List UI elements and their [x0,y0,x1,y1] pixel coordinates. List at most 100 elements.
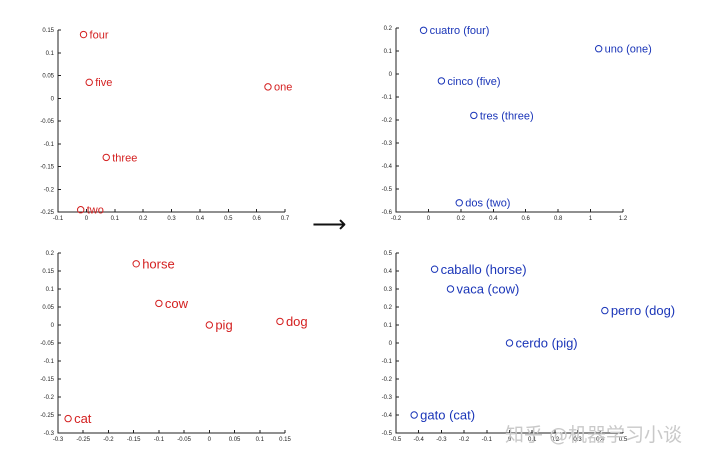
y-tick-label: -0.4 [382,164,393,170]
y-tick-label: -0.15 [40,165,54,171]
y-tick-label: 0 [389,341,393,347]
y-tick-label: -0.4 [382,413,393,419]
data-point [505,339,514,347]
x-tick-label: 0.2 [551,437,560,443]
axis-spines [57,253,285,434]
y-tick-label: -0.25 [40,210,54,216]
x-tick-label: -0.1 [154,437,165,443]
x-tick-label: -0.2 [103,437,114,443]
x-tick-label: 0.05 [229,437,241,443]
point-label: cat [74,411,92,426]
y-tick-label: 0.05 [42,74,54,80]
point-label: pig [215,318,232,333]
y-tick-label: -0.3 [44,431,55,437]
data-point [430,265,439,273]
y-tick-label: 0.15 [42,28,54,34]
point-label: cinco (five) [447,76,500,88]
y-tick-label: -0.15 [40,377,54,383]
x-tick-label: 0.7 [281,216,290,222]
x-tick-label: 0.5 [619,437,628,443]
data-point [205,321,214,329]
x-tick-label: 0.6 [522,216,531,222]
y-tick-label: 0.1 [384,49,393,55]
x-tick-label: 0 [508,437,512,443]
x-tick-label: 1 [589,216,593,222]
data-point [410,411,418,419]
x-tick-label: -0.5 [391,437,402,443]
y-tick-label: -0.6 [382,210,393,216]
y-tick-label: 0.4 [384,269,393,275]
y-tick-label: 0.05 [42,305,54,311]
y-tick-label: 0 [389,72,393,78]
x-tick-label: 0 [85,216,89,222]
x-tick-label: 0.1 [256,437,265,443]
x-tick-label: 0 [427,216,431,222]
data-point [470,111,478,120]
y-tick-label: -0.1 [44,142,55,148]
x-tick-label: 0.4 [489,216,498,222]
y-tick-label: 0.15 [42,269,54,275]
y-tick-label: 0.1 [46,51,55,57]
y-tick-label: 0.2 [384,305,393,311]
point-label: uno (one) [605,44,652,56]
data-point [446,285,455,293]
data-point [264,83,272,91]
x-tick-label: 0.4 [596,437,605,443]
x-tick-label: 0.2 [457,216,466,222]
point-label: dog [286,314,308,329]
point-label: perro (dog) [611,303,675,318]
data-point [601,306,609,315]
point-label: dos (two) [465,198,510,210]
data-point [455,199,463,207]
x-tick-label: -0.1 [53,216,64,222]
x-tick-label: 0.2 [139,216,148,222]
data-point [79,30,88,39]
x-tick-label: -0.25 [76,437,90,443]
scatter-plot-1: -0.1 0 0.1 0.2 0.3 0.4 0.5 0.6 0.7 0.15 0.1 0.05 0 -0… [40,28,292,222]
y-tick-label: -0.2 [382,118,393,124]
scatter-plot-3: -0.3 -0.25 -0.2 -0.15 -0.1 -0.05 0 0.05 0.1 0.15 0… [40,251,307,443]
x-tick-label: -0.1 [482,437,493,443]
point-label: five [95,77,112,89]
x-tick-label: 0.15 [279,437,291,443]
data-point [155,299,163,308]
data-point [64,414,72,423]
y-tick-label: -0.05 [40,119,54,125]
x-tick-label: 0.1 [111,216,120,222]
x-tick-label: -0.2 [391,216,402,222]
point-label: three [112,152,137,164]
point-label: vaca (cow) [456,282,519,297]
x-tick-label: -0.2 [459,437,470,443]
axis-spines [395,253,623,434]
point-label: two [87,205,104,217]
x-tick-label: -0.3 [53,437,64,443]
y-tick-label: -0.1 [44,359,55,365]
x-tick-label: 0.4 [196,216,205,222]
y-tick-label: -0.2 [44,395,55,401]
data-point [132,260,140,268]
data-point [102,153,110,162]
data-point [85,78,93,87]
x-tick-label: 1.2 [619,216,628,222]
y-tick-label: -0.2 [44,187,55,193]
point-label: cerdo (pig) [516,336,578,351]
y-tick-label: 0.2 [46,251,55,257]
y-tick-label: 0.2 [384,26,393,32]
scatter-plot-4: -0.5 -0.4 -0.3 -0.2 -0.1 0 0.1 0.2 0.3 0.4 0.5 0.5 0… [382,251,675,443]
x-tick-label: 0.6 [252,216,261,222]
x-tick-label: -0.05 [177,437,191,443]
data-point [594,45,603,53]
point-label: horse [142,256,175,271]
y-tick-label: 0 [51,323,55,329]
y-tick-label: -0.25 [40,413,54,419]
y-tick-label: -0.2 [382,377,393,383]
x-tick-label: -0.3 [436,437,447,443]
data-point [77,206,85,214]
scatter-plot-2: -0.2 0 0.2 0.4 0.6 0.8 1 1.2 0.2 0.1 0 -0.1 -0.2 -0.3… [382,25,652,222]
x-tick-label: 0.5 [224,216,233,222]
y-tick-label: -0.1 [382,359,393,365]
point-label: four [90,29,109,41]
y-tick-label: 0.1 [384,323,393,329]
data-point [276,317,284,326]
